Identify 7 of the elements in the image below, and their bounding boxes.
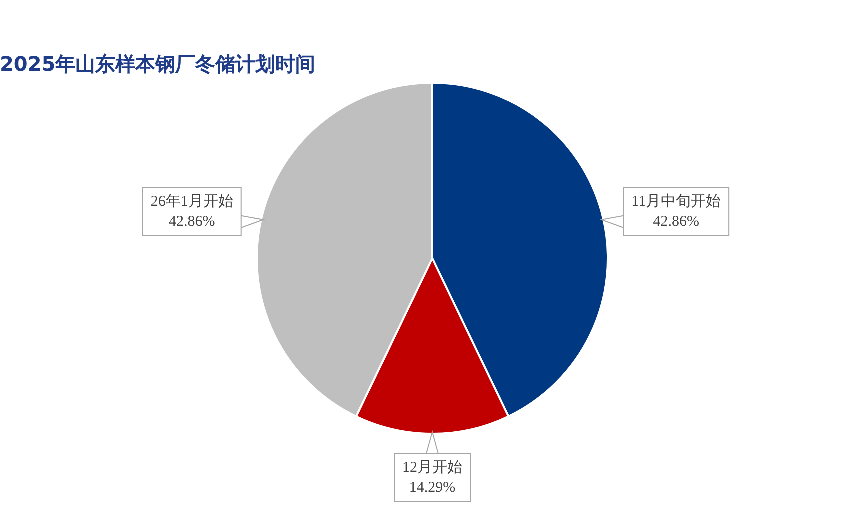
- data-label: 14.29%: [409, 480, 456, 496]
- data-label: 42.86%: [653, 214, 700, 230]
- chart-title: 2025年山东样本钢厂冬储计划时间: [0, 52, 316, 76]
- slice-label: 26年1月开始: [150, 192, 234, 210]
- data-label: 42.86%: [168, 214, 216, 230]
- slice-label: 11月中旬开始: [632, 192, 722, 210]
- slice-label: 12月开始: [402, 460, 462, 476]
